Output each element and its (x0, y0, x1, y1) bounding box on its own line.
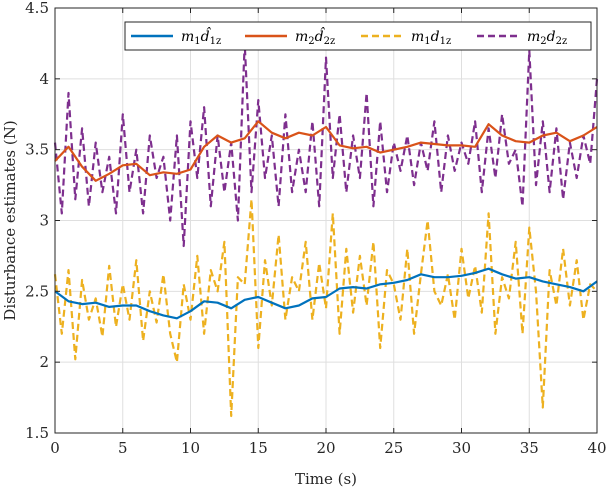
x-tick-label: 40 (587, 439, 606, 457)
series-line-4 (53, 42, 599, 248)
x-tick-label: 30 (452, 439, 471, 457)
x-tick-label: 5 (118, 439, 128, 457)
x-tick-label: 25 (384, 439, 403, 457)
x-tick-label: 10 (181, 439, 200, 457)
series-line-3 (53, 198, 598, 418)
x-tick-label: 0 (50, 439, 60, 457)
x-tick-label: 15 (249, 439, 268, 457)
y-tick-label: 2 (39, 353, 49, 371)
legend-entry-3: m1d1z (411, 29, 451, 47)
x-axis-label: Time (s) (295, 470, 357, 488)
legend-entry-1: m1d̂1z (181, 26, 221, 47)
y-tick-label: 1.5 (25, 424, 49, 442)
y-axis-label: Disturbance estimates (N) (1, 120, 19, 320)
y-tick-label: 3 (39, 212, 49, 230)
y-tick-label: 3.5 (25, 141, 49, 159)
y-tick-label: 4 (39, 70, 49, 88)
tick-labels: 0 5 10 15 20 25 30 35 40 1.5 2 2.5 3 3.5 4 4.5 (25, 0, 606, 457)
x-tick-label: 35 (520, 439, 539, 457)
legend-entry-2: m2d̂2z (295, 26, 335, 47)
legend: m1d̂1z m2d̂2z m1d1z m2d2z (124, 21, 592, 51)
axis-ticks (54, 7, 598, 434)
series-line-1 (54, 267, 598, 320)
y-tick-label: 4.5 (25, 0, 49, 17)
series-line-2 (54, 120, 598, 182)
x-tick-label: 20 (316, 439, 335, 457)
legend-entry-4: m2d2z (527, 29, 567, 47)
y-tick-label: 2.5 (25, 282, 49, 300)
series-layer (53, 42, 599, 418)
